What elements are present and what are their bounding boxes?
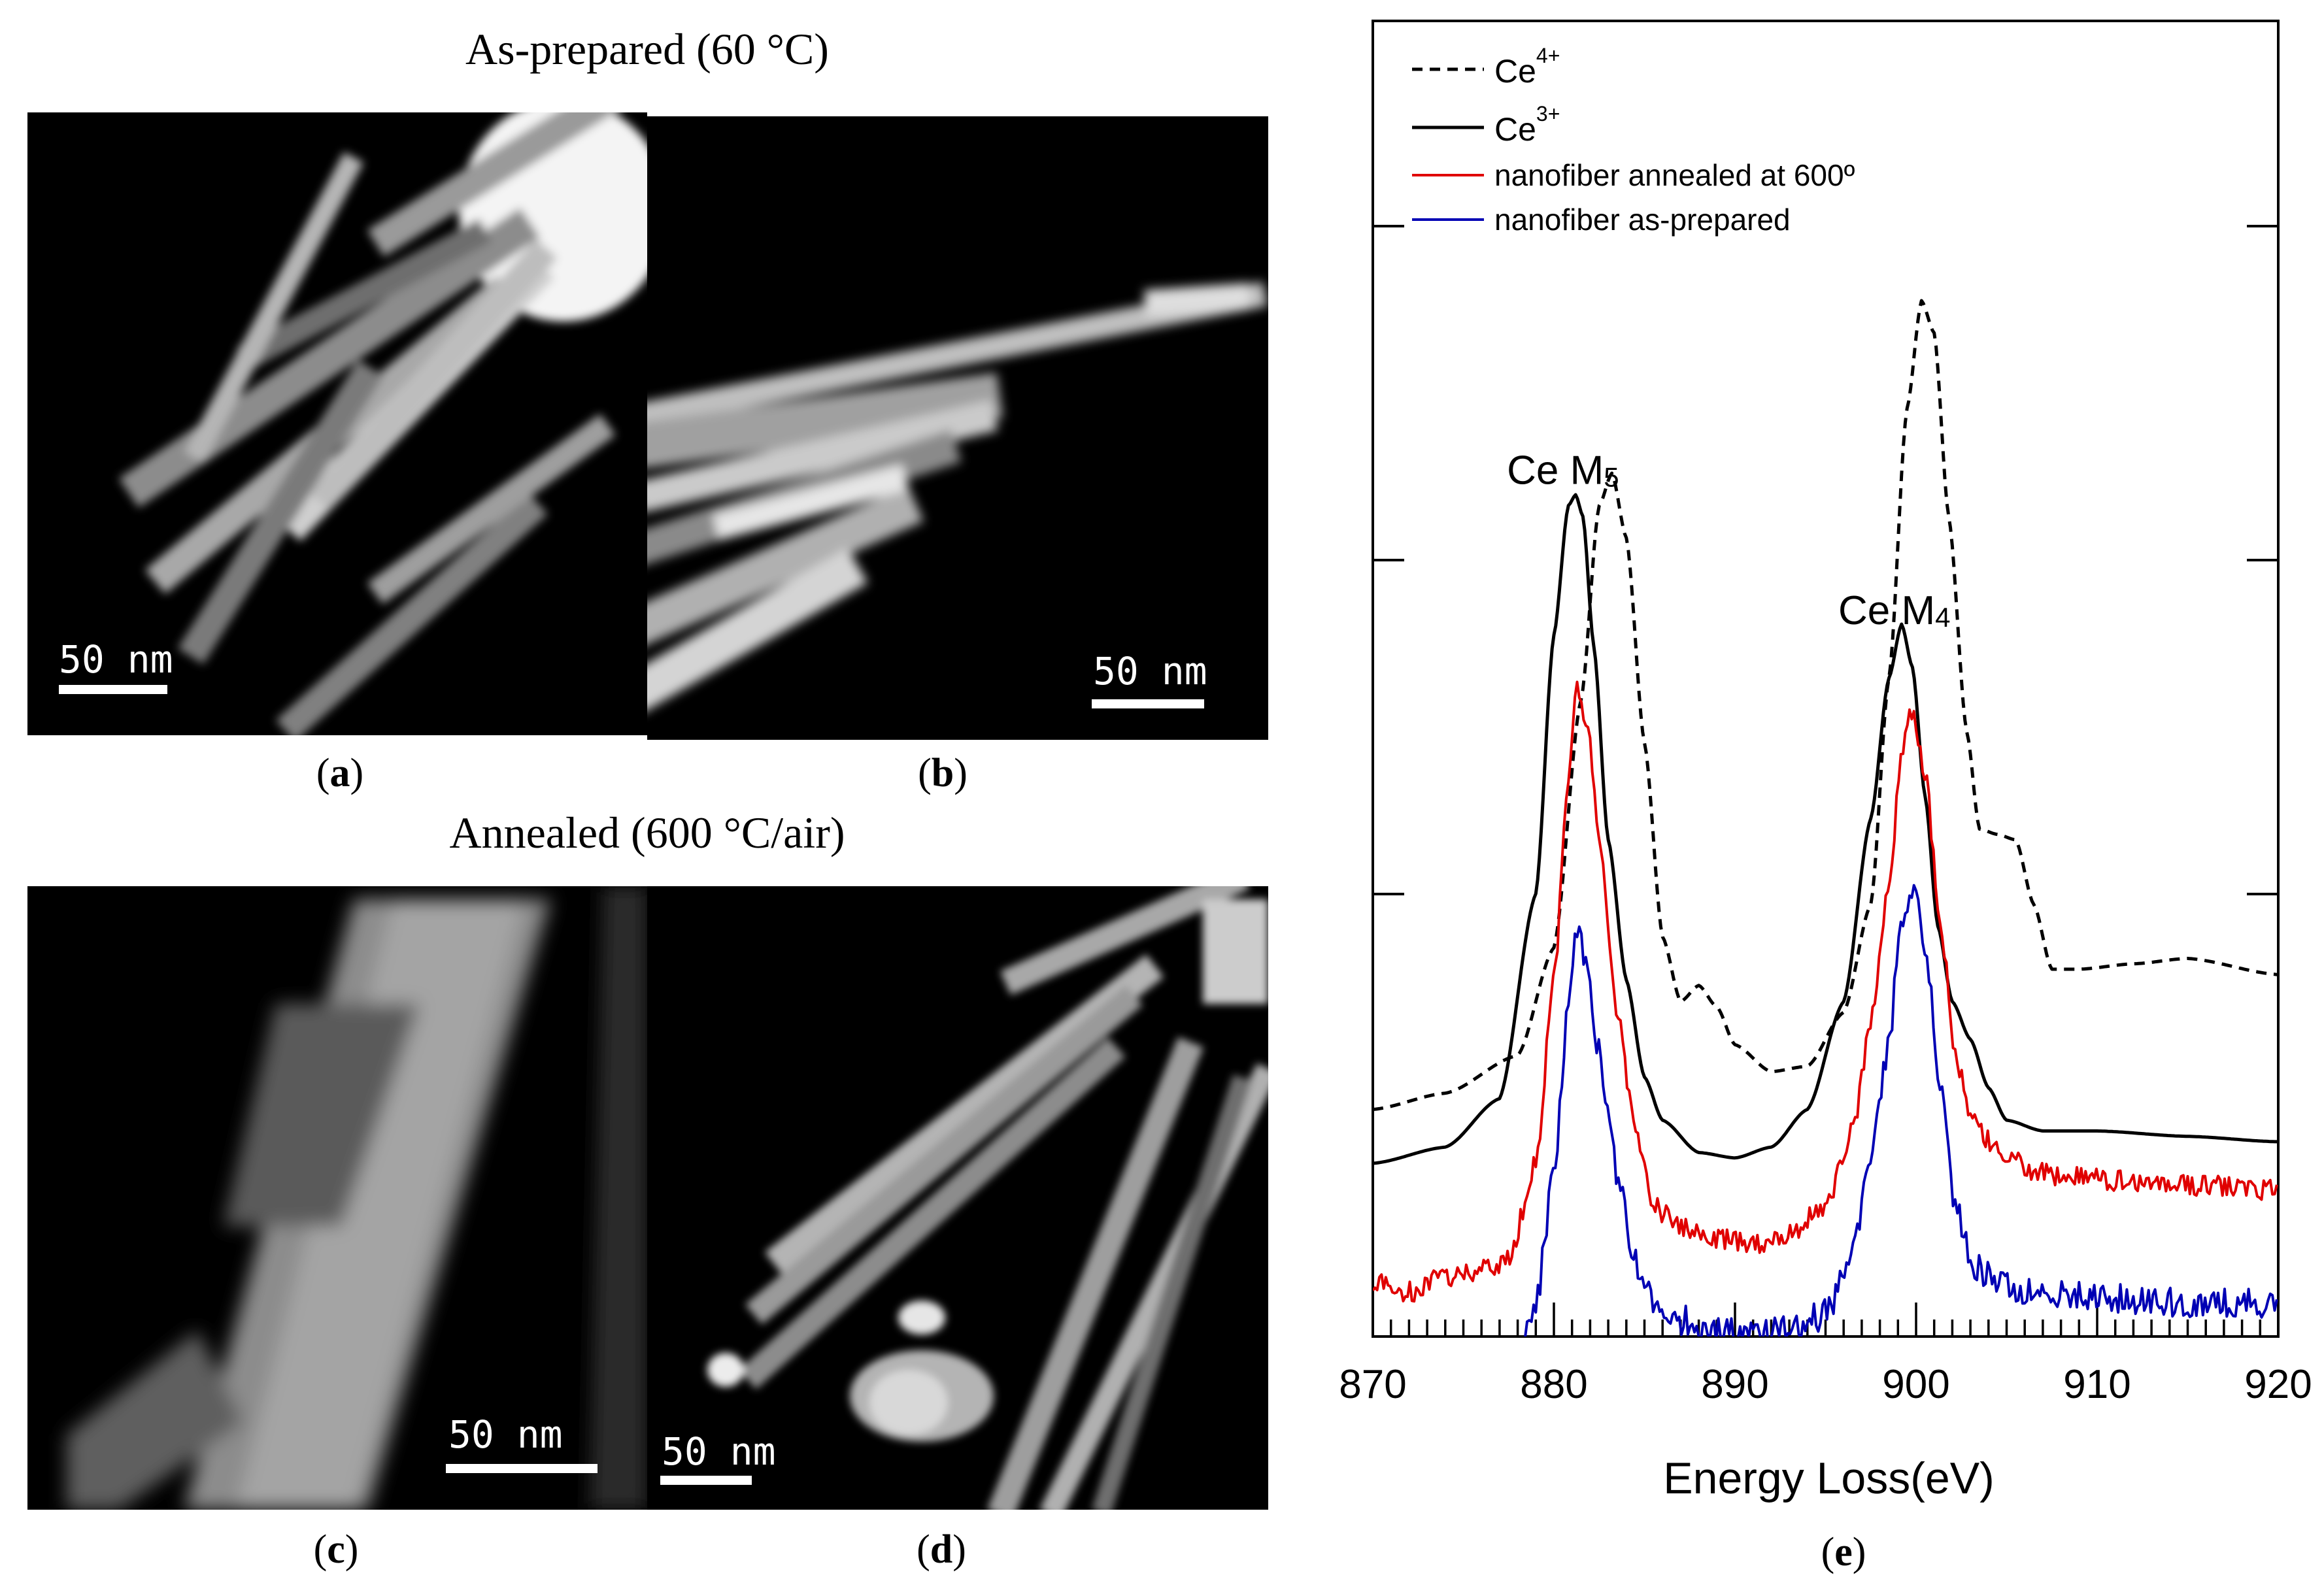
scale-bar-label-b: 50 nm [1093, 649, 1207, 693]
scale-bar-d: 50 nm [660, 1433, 776, 1491]
scale-bar-b: 50 nm [1092, 652, 1216, 714]
x-tick-label: 910 [2063, 1362, 2130, 1407]
series-group [1373, 299, 2278, 1337]
heading-as-prepared: As-prepared (60 °C) [465, 24, 829, 74]
peak-annotation-1: Ce M5 [1507, 448, 1619, 493]
legend-label-4: nanofiber as-prepared [1494, 203, 1791, 237]
micrograph-a-image [118, 112, 647, 735]
series-line-4 [1524, 884, 2278, 1337]
micrograph-d: 50 nm [647, 886, 1268, 1510]
x-tick-label: 920 [2244, 1362, 2312, 1407]
scale-bar-a: 50 nm [59, 637, 173, 699]
scale-bar-label-d: 50 nm [662, 1429, 776, 1474]
micrograph-a: 50 nm [27, 112, 647, 735]
x-axis-label: Energy Loss(eV) [1663, 1453, 1994, 1503]
scale-bar-line-a [59, 685, 167, 694]
x-tick-label: 880 [1520, 1362, 1587, 1407]
scale-bar-line-c [446, 1464, 598, 1473]
panel-label-c: (c) [313, 1527, 359, 1572]
micrograph-b-image [647, 282, 1268, 714]
scale-bar-line-b [1092, 699, 1204, 708]
micrograph-c-image [67, 886, 647, 1510]
panel-label-a: (a) [316, 751, 364, 795]
x-tick-label: 870 [1339, 1362, 1406, 1407]
panel-label-d: (d) [917, 1527, 966, 1572]
series-line-3 [1373, 680, 2278, 1303]
scale-bar-c: 50 nm [446, 1416, 603, 1481]
series-line-1 [1373, 299, 2278, 1111]
scale-bar-line-d [660, 1476, 752, 1485]
peak-annotation-2: Ce M4 [1838, 588, 1951, 633]
scale-bar-label-a: 50 nm [59, 637, 173, 682]
x-tick-label: 890 [1701, 1362, 1768, 1407]
micrograph-d-image [707, 886, 1268, 1510]
legend-label-2: Ce3+ [1494, 102, 1560, 148]
legend-label-3: nanofiber annealed at 600º [1494, 158, 1855, 192]
legend-label-1: Ce4+ [1494, 44, 1560, 90]
micrograph-b: 50 nm [647, 116, 1268, 740]
panel-label-b: (b) [918, 751, 968, 795]
micrograph-c: 50 nm [27, 886, 647, 1510]
scale-bar-label-c: 50 nm [448, 1412, 563, 1457]
x-tick-label: 900 [1882, 1362, 1949, 1407]
panel-label-e: (e) [1821, 1530, 1866, 1574]
series-line-2 [1373, 493, 2278, 1165]
heading-annealed: Annealed (600 °C/air) [449, 808, 845, 857]
